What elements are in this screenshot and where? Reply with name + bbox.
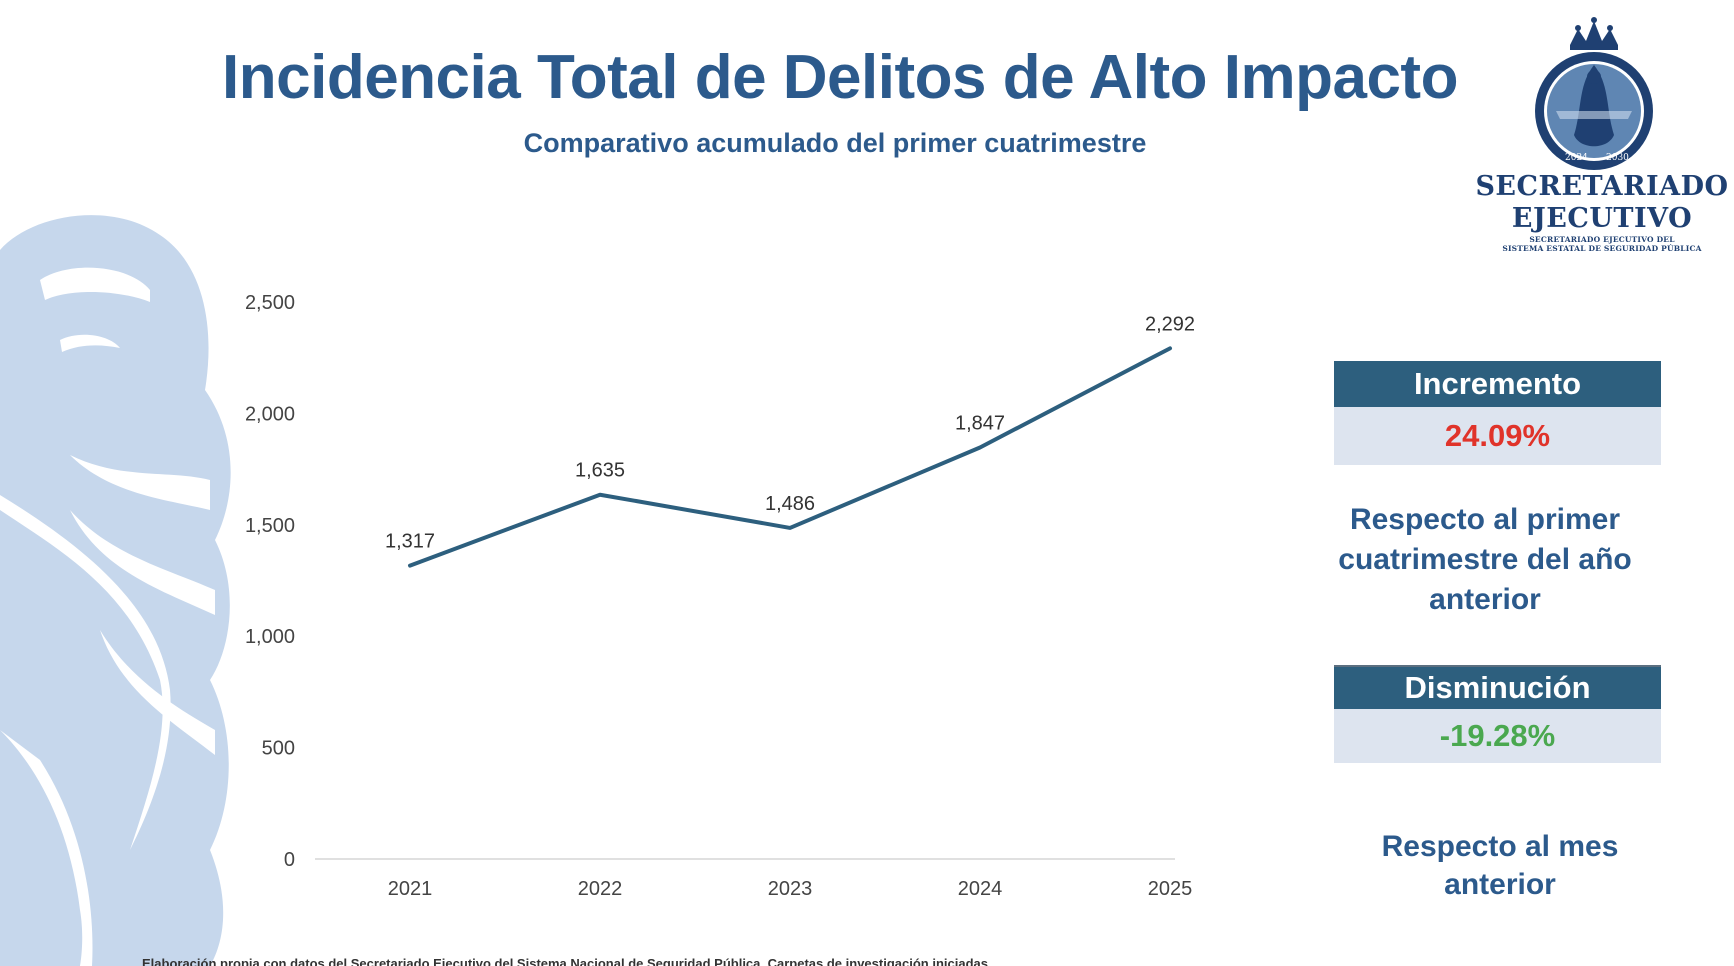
data-label: 1,847 [955,412,1005,434]
increase-note: Respecto al primer cuatrimestre del año … [1338,503,1632,616]
increase-kpi-box: Incremento 24.09% [1334,361,1661,465]
decrease-value: -19.28% [1334,709,1661,763]
data-label: 1,486 [765,493,815,515]
x-tick-label: 2022 [578,878,623,900]
y-tick-label: 0 [284,849,295,871]
page-title: Incidencia Total de Delitos de Alto Impa… [222,43,1458,112]
y-tick-label: 1,500 [245,515,295,537]
x-tick-label: 2025 [1148,878,1193,900]
page-subtitle: Comparativo acumulado del primer cuatrim… [523,128,1147,158]
data-label: 1,317 [385,531,435,553]
x-tick-label: 2024 [958,878,1003,900]
y-tick-label: 2,000 [245,403,295,425]
y-tick-label: 500 [262,738,295,760]
line-chart: 0 500 1,000 1,500 2,000 2,500 2021 2022 2023 2024… [245,292,1195,900]
series-line [408,346,1172,568]
seal-year-left: 2024 [1565,153,1588,163]
decrease-kpi-box: Disminución -19.28% [1334,665,1661,763]
logo-title-line2: EJECUTIVO [1511,203,1693,234]
logo-subtitle-line1: SECRETARIADO EJECUTIVO DEL [1529,235,1675,244]
increase-label: Incremento [1334,361,1661,407]
x-tick-label: 2021 [388,878,433,900]
x-tick-label: 2023 [768,878,813,900]
y-tick-label: 1,000 [245,626,295,648]
logo-title-line1: SECRETARIADO [1475,171,1729,202]
source-footnote: Elaboración propia con datos del Secreta… [142,956,992,966]
lady-justice-silhouette-image [0,215,231,966]
logo-subtitle-line2: SISTEMA ESTATAL DE SEGURIDAD PÚBLICA [1502,244,1702,253]
decrease-label: Disminución [1334,665,1661,709]
decrease-note: Respecto al mes anterior [1381,830,1619,901]
seal-emblem-icon: 2024 2030 [1535,17,1653,170]
seal-year-right: 2030 [1606,153,1629,163]
data-label: 2,292 [1145,313,1195,335]
secretariado-ejecutivo-logo: 2024 2030 SECRETARIADO EJECUTIVO SECRETA… [1470,15,1734,255]
y-tick-label: 2,500 [245,292,295,314]
data-label: 1,635 [575,460,625,482]
increase-value: 24.09% [1334,407,1661,465]
